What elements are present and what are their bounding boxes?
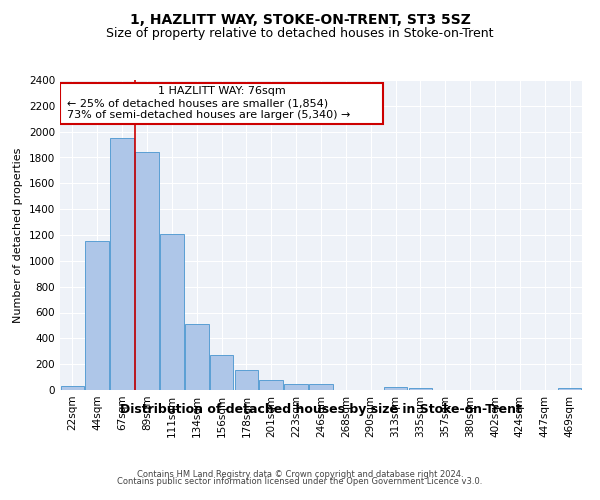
- Text: Contains HM Land Registry data © Crown copyright and database right 2024.: Contains HM Land Registry data © Crown c…: [137, 470, 463, 479]
- Bar: [558, 388, 581, 390]
- Text: 1, HAZLITT WAY, STOKE-ON-TRENT, ST3 5SZ: 1, HAZLITT WAY, STOKE-ON-TRENT, ST3 5SZ: [130, 12, 470, 26]
- Bar: [210, 355, 233, 390]
- Bar: [409, 388, 432, 390]
- Text: ← 25% of detached houses are smaller (1,854): ← 25% of detached houses are smaller (1,…: [67, 98, 329, 108]
- Bar: [235, 370, 258, 390]
- Text: Size of property relative to detached houses in Stoke-on-Trent: Size of property relative to detached ho…: [106, 28, 494, 40]
- Bar: [384, 387, 407, 390]
- Bar: [110, 138, 134, 390]
- Y-axis label: Number of detached properties: Number of detached properties: [13, 148, 23, 322]
- Bar: [160, 234, 184, 390]
- FancyBboxPatch shape: [60, 82, 383, 124]
- Text: 1 HAZLITT WAY: 76sqm: 1 HAZLITT WAY: 76sqm: [158, 86, 286, 97]
- Bar: [309, 384, 333, 390]
- Bar: [85, 242, 109, 390]
- Bar: [61, 386, 84, 390]
- Bar: [259, 380, 283, 390]
- Bar: [185, 324, 209, 390]
- Bar: [284, 384, 308, 390]
- Text: Distribution of detached houses by size in Stoke-on-Trent: Distribution of detached houses by size …: [120, 402, 522, 415]
- Text: Contains public sector information licensed under the Open Government Licence v3: Contains public sector information licen…: [118, 478, 482, 486]
- Text: 73% of semi-detached houses are larger (5,340) →: 73% of semi-detached houses are larger (…: [67, 110, 351, 120]
- Bar: [135, 152, 159, 390]
